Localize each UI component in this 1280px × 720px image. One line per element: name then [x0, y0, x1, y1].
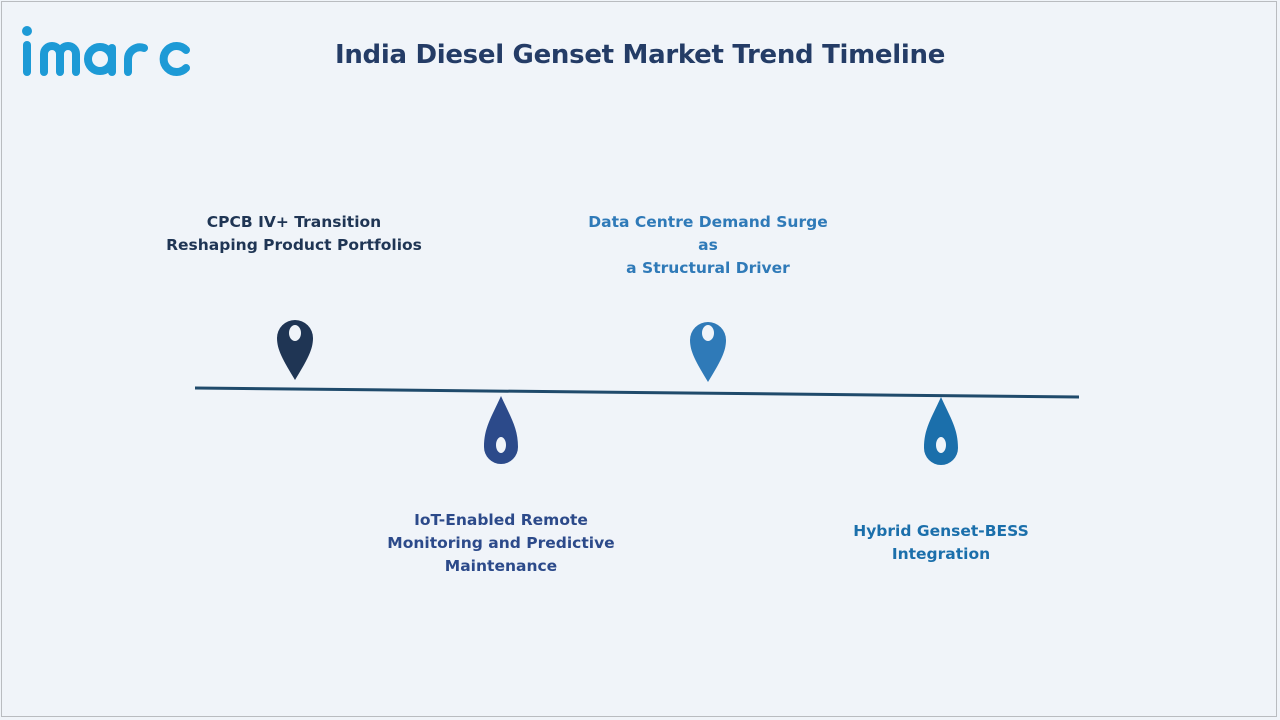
timeline-line: [194, 386, 1080, 399]
milestone-label-line: Reshaping Product Portfolios: [166, 236, 422, 254]
milestone-label-line: Maintenance: [444, 557, 558, 575]
milestone-label-line: Integration: [891, 545, 991, 563]
milestone-label-line: CPCB IV+ Transition: [206, 213, 382, 231]
water-drop-icon: [484, 396, 518, 464]
milestone-label-line: Data Centre Demand Surge as: [588, 213, 828, 254]
milestone-label-cpcb: CPCB IV+ Transition Reshaping Product Po…: [164, 211, 424, 257]
milestone-label-line: Monitoring and Predictive: [387, 534, 615, 552]
milestone-label-data-centre: Data Centre Demand Surge as a Structural…: [578, 211, 838, 280]
milestone-label-line: IoT-Enabled Remote: [414, 511, 588, 529]
location-pin-icon: [277, 320, 313, 380]
milestone-label-line: Hybrid Genset-BESS: [853, 522, 1029, 540]
milestone-label-iot: IoT-Enabled Remote Monitoring and Predic…: [371, 509, 631, 578]
page-title: India Diesel Genset Market Trend Timelin…: [334, 40, 946, 70]
imarc-logo: imarc: [22, 26, 190, 76]
location-pin-icon: [690, 322, 726, 382]
water-drop-icon: [924, 397, 958, 465]
milestone-label-hybrid: Hybrid Genset-BESS Integration: [811, 520, 1071, 566]
milestone-label-line: a Structural Driver: [626, 259, 790, 277]
